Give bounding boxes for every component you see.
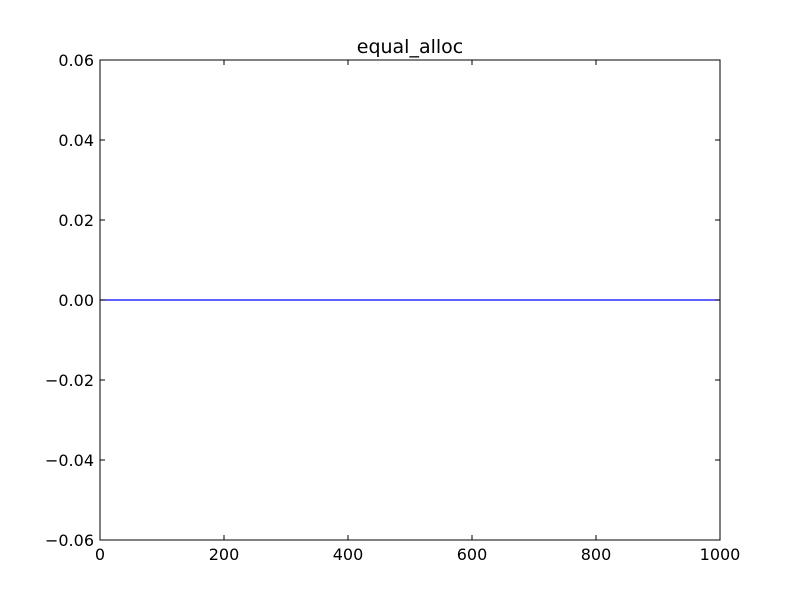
y-tick-label: −0.06 [45, 531, 94, 550]
y-tick-label: 0.00 [58, 291, 94, 310]
y-tick-label: −0.02 [45, 371, 94, 390]
ticks-layer: 0 200 400 600 800 1000 0.06 0.04 0.02 0.00 −0.02 −0… [45, 51, 740, 564]
x-tick-label: 800 [581, 545, 612, 564]
x-tick-label: 1000 [700, 545, 741, 564]
x-tick-label: 400 [333, 545, 364, 564]
plot-frame [99, 59, 721, 541]
x-tick-label: 200 [209, 545, 240, 564]
y-tick-label: 0.06 [58, 51, 94, 70]
chart-title: equal_alloc [357, 36, 464, 58]
y-tick-label: 0.02 [58, 211, 94, 230]
y-tick-label: −0.04 [45, 451, 94, 470]
x-tick-label: 0 [95, 545, 105, 564]
y-tick-label: 0.04 [58, 131, 94, 150]
x-tick-label: 600 [457, 545, 488, 564]
